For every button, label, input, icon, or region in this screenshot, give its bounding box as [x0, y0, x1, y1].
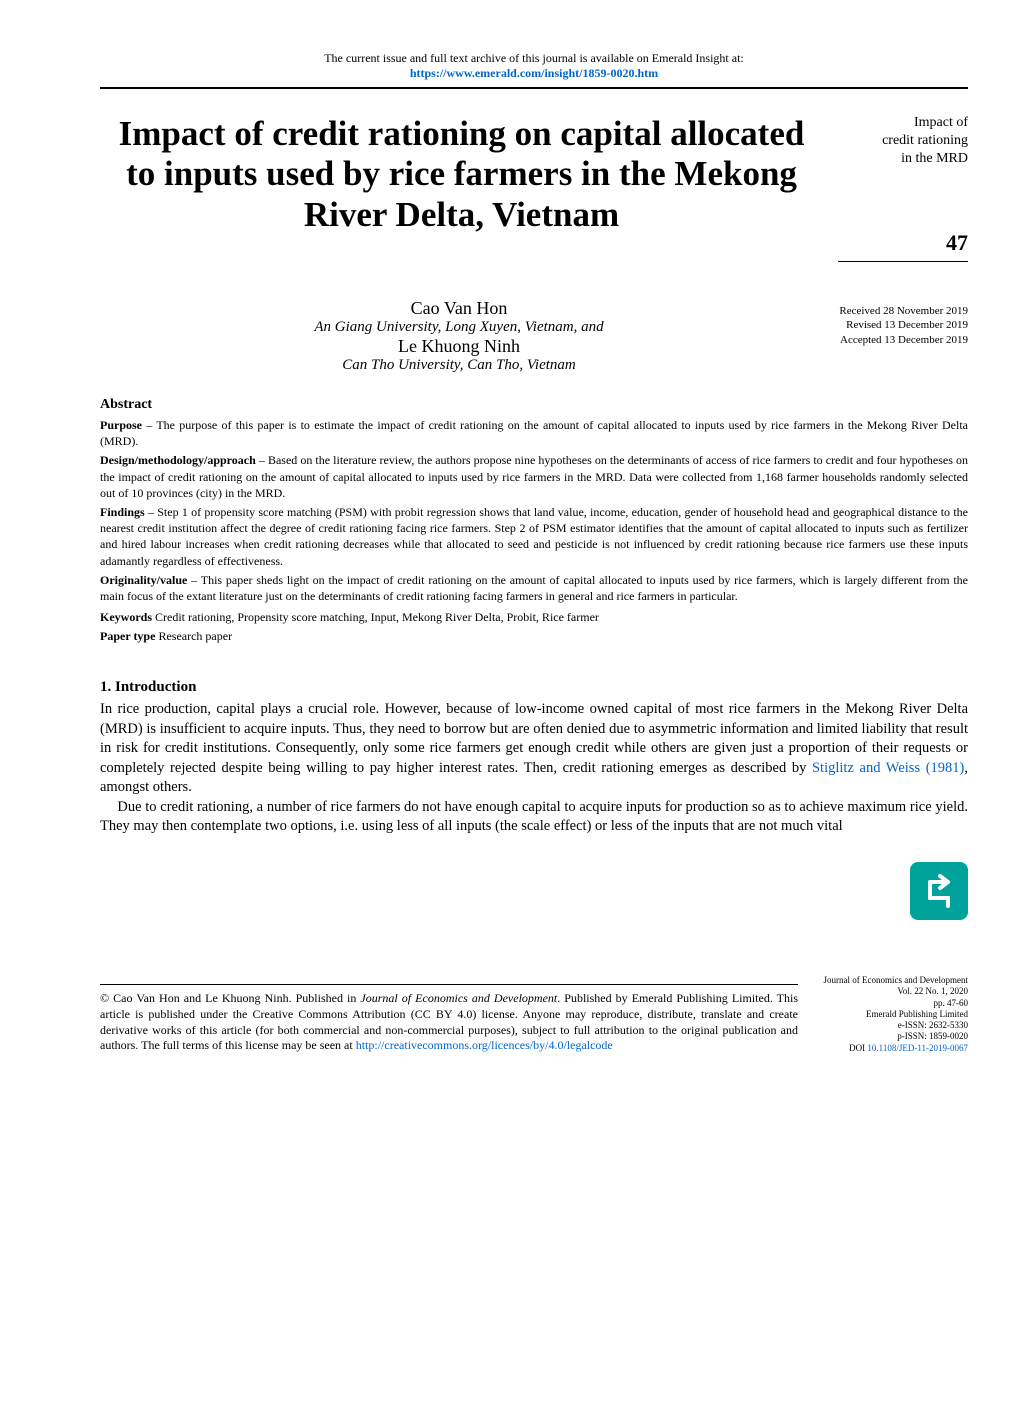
- paragraph: Due to credit rationing, a number of ric…: [100, 798, 968, 837]
- keywords-label: Keywords: [100, 610, 152, 624]
- pub-pissn: p-ISSN: 1859-0020: [897, 1031, 968, 1041]
- license-block: © Cao Van Hon and Le Khuong Ninh. Publis…: [100, 984, 798, 1053]
- abstract-text: – Step 1 of propensity score matching (P…: [100, 505, 968, 568]
- paragraph: In rice production, capital plays a cruc…: [100, 700, 968, 798]
- abstract-label: Findings: [100, 505, 145, 519]
- keywords-text: Credit rationing, Propensity score match…: [152, 610, 599, 624]
- pub-pages: pp. 47-60: [934, 998, 969, 1008]
- abstract-label: Originality/value: [100, 573, 187, 587]
- abstract-label: Purpose: [100, 418, 142, 432]
- authors-block: Cao Van Hon An Giang University, Long Xu…: [100, 298, 818, 374]
- pub-publisher: Emerald Publishing Limited: [866, 1009, 968, 1019]
- page-number: 47: [838, 229, 968, 263]
- running-head: Impact of credit rationing in the MRD 47: [838, 114, 968, 272]
- citation-link[interactable]: Stiglitz and Weiss (1981): [812, 760, 964, 776]
- doi-link[interactable]: 10.1108/JED-11-2019-0067: [867, 1043, 968, 1053]
- abstract-findings: Findings – Step 1 of propensity score ma…: [100, 504, 968, 569]
- author-name: Le Khuong Ninh: [100, 336, 818, 357]
- abstract-text: – The purpose of this paper is to estima…: [100, 418, 968, 448]
- author-name: Cao Van Hon: [100, 298, 818, 319]
- open-access-badge-icon: [910, 862, 968, 920]
- abstract-heading: Abstract: [100, 397, 968, 413]
- banner-text: The current issue and full text archive …: [324, 51, 744, 65]
- banner-link[interactable]: https://www.emerald.com/insight/1859-002…: [410, 66, 658, 80]
- license-text: © Cao Van Hon and Le Khuong Ninh. Publis…: [100, 991, 360, 1005]
- running-head-line: credit rationing: [882, 133, 968, 148]
- license-link[interactable]: http://creativecommons.org/licences/by/4…: [356, 1038, 613, 1052]
- abstract-label: Design/methodology/approach: [100, 453, 256, 467]
- article-title: Impact of credit rationing on capital al…: [100, 114, 823, 235]
- abstract-originality: Originality/value – This paper sheds lig…: [100, 572, 968, 604]
- running-head-line: Impact of: [914, 115, 968, 130]
- running-head-line: in the MRD: [901, 151, 968, 166]
- journal-banner: The current issue and full text archive …: [100, 45, 968, 89]
- paper-type: Paper type Research paper: [100, 629, 968, 644]
- pub-doi-label: DOI: [849, 1043, 867, 1053]
- pub-journal: Journal of Economics and Development: [824, 975, 968, 985]
- author-affiliation: Can Tho University, Can Tho, Vietnam: [100, 357, 818, 374]
- license-journal: Journal of Economics and Development: [360, 991, 557, 1005]
- publication-info: Journal of Economics and Development Vol…: [818, 975, 968, 1054]
- pub-eissn: e-ISSN: 2632-5330: [898, 1020, 968, 1030]
- pub-volume: Vol. 22 No. 1, 2020: [897, 986, 968, 996]
- date-received: Received 28 November 2019: [839, 305, 968, 317]
- date-accepted: Accepted 13 December 2019: [840, 334, 968, 346]
- author-affiliation: An Giang University, Long Xuyen, Vietnam…: [100, 319, 818, 336]
- abstract-text: – This paper sheds light on the impact o…: [100, 573, 968, 603]
- paper-type-label: Paper type: [100, 629, 155, 643]
- abstract-purpose: Purpose – The purpose of this paper is t…: [100, 417, 968, 449]
- body-text: In rice production, capital plays a cruc…: [100, 700, 968, 837]
- date-revised: Revised 13 December 2019: [846, 319, 968, 331]
- abstract-design: Design/methodology/approach – Based on t…: [100, 452, 968, 501]
- section-heading-intro: 1. Introduction: [100, 679, 968, 696]
- paper-type-text: Research paper: [155, 629, 232, 643]
- keywords: Keywords Credit rationing, Propensity sc…: [100, 610, 968, 625]
